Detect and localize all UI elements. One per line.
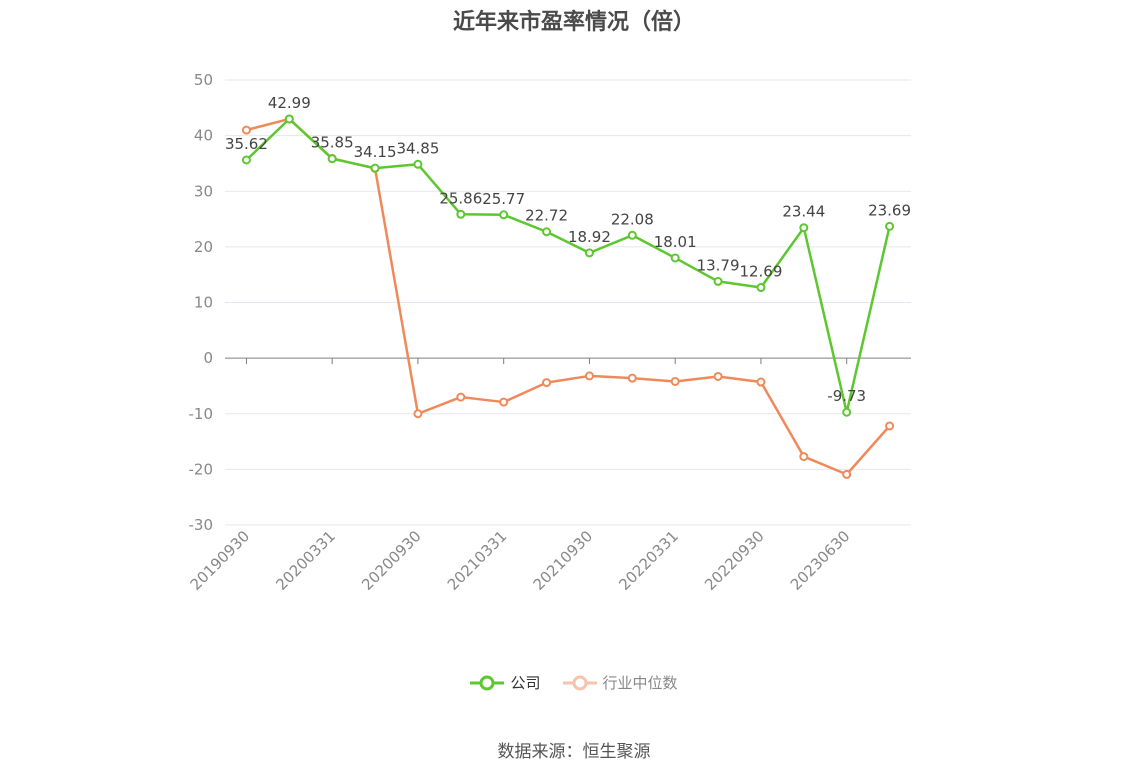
legend-label-industry: 行业中位数: [602, 674, 678, 692]
data-label: 42.99: [268, 94, 311, 112]
y-tick-label: 50: [194, 71, 213, 89]
industry-point: [456, 392, 466, 402]
data-label: 18.92: [568, 228, 611, 246]
company-point: [584, 248, 594, 258]
y-tick-label: 10: [194, 294, 213, 312]
company-point: [799, 223, 809, 233]
company-point: [413, 159, 423, 169]
data-label: 12.69: [739, 263, 782, 281]
x-tick-label: 20220930: [701, 527, 768, 594]
legend-company-icon: [470, 675, 505, 690]
y-tick-label: -20: [189, 460, 214, 478]
industry-point: [885, 421, 895, 431]
industry-point: [756, 377, 766, 387]
legend: 公司 行业中位数: [0, 672, 1148, 693]
industry-point: [799, 452, 809, 462]
company-point: [327, 154, 337, 164]
data-label: -9.73: [827, 387, 866, 405]
data-label: 18.01: [654, 233, 697, 251]
data-label: 35.85: [311, 134, 354, 152]
company-point: [499, 210, 509, 220]
industry-point: [713, 371, 723, 381]
data-label: 34.85: [396, 139, 439, 157]
x-tick-label: 20200331: [272, 527, 339, 594]
company-point: [713, 276, 723, 286]
x-tick-label: 20230630: [787, 527, 854, 594]
company-point: [756, 283, 766, 293]
data-label: 13.79: [697, 256, 740, 274]
y-tick-label: 20: [194, 238, 213, 256]
y-tick-label: 30: [194, 182, 213, 200]
y-tick-label: 40: [194, 127, 213, 145]
company-point: [542, 227, 552, 237]
industry-point: [413, 409, 423, 419]
company-point: [284, 114, 294, 124]
data-label: 34.15: [354, 143, 397, 161]
data-label: 35.62: [225, 135, 268, 153]
x-tick-label: 20200930: [358, 527, 425, 594]
company-point: [842, 407, 852, 417]
data-label: 22.08: [611, 210, 654, 228]
y-tick-label: -30: [189, 516, 214, 534]
legend-industry-icon: [562, 675, 597, 690]
company-point: [456, 209, 466, 219]
industry-point: [241, 125, 251, 135]
company-point: [885, 221, 895, 231]
x-tick-label: 20210331: [444, 527, 511, 594]
legend-label-company: 公司: [510, 674, 541, 692]
x-tick-label: 20210930: [530, 527, 597, 594]
x-tick-label: 20190930: [187, 527, 254, 594]
company-point: [370, 163, 380, 173]
company-series-line: [245, 117, 891, 414]
company-point: [241, 155, 251, 165]
company-point: [627, 230, 637, 240]
industry-point: [499, 397, 509, 407]
data-label: 22.72: [525, 207, 568, 225]
industry-point: [584, 371, 594, 381]
company-point: [670, 253, 680, 263]
data-label: 23.44: [782, 203, 825, 221]
data-label: 25.86: [439, 189, 482, 207]
legend-item-company[interactable]: 公司: [470, 672, 541, 693]
y-tick-label: 0: [203, 349, 213, 367]
industry-point: [842, 469, 852, 479]
data-label: 25.77: [482, 190, 525, 208]
industry-point: [670, 376, 680, 386]
industry-point: [627, 373, 637, 383]
legend-item-industry[interactable]: 行业中位数: [562, 672, 678, 693]
x-tick-label: 20220331: [615, 527, 682, 594]
y-tick-label: -10: [189, 405, 214, 423]
data-label: 23.69: [868, 201, 911, 219]
industry-series-line: [246, 117, 891, 476]
chart-title: 近年来市盈率情况（倍）: [452, 10, 695, 35]
source-note: 数据来源：恒生聚源: [497, 742, 651, 762]
industry-point: [542, 378, 552, 388]
